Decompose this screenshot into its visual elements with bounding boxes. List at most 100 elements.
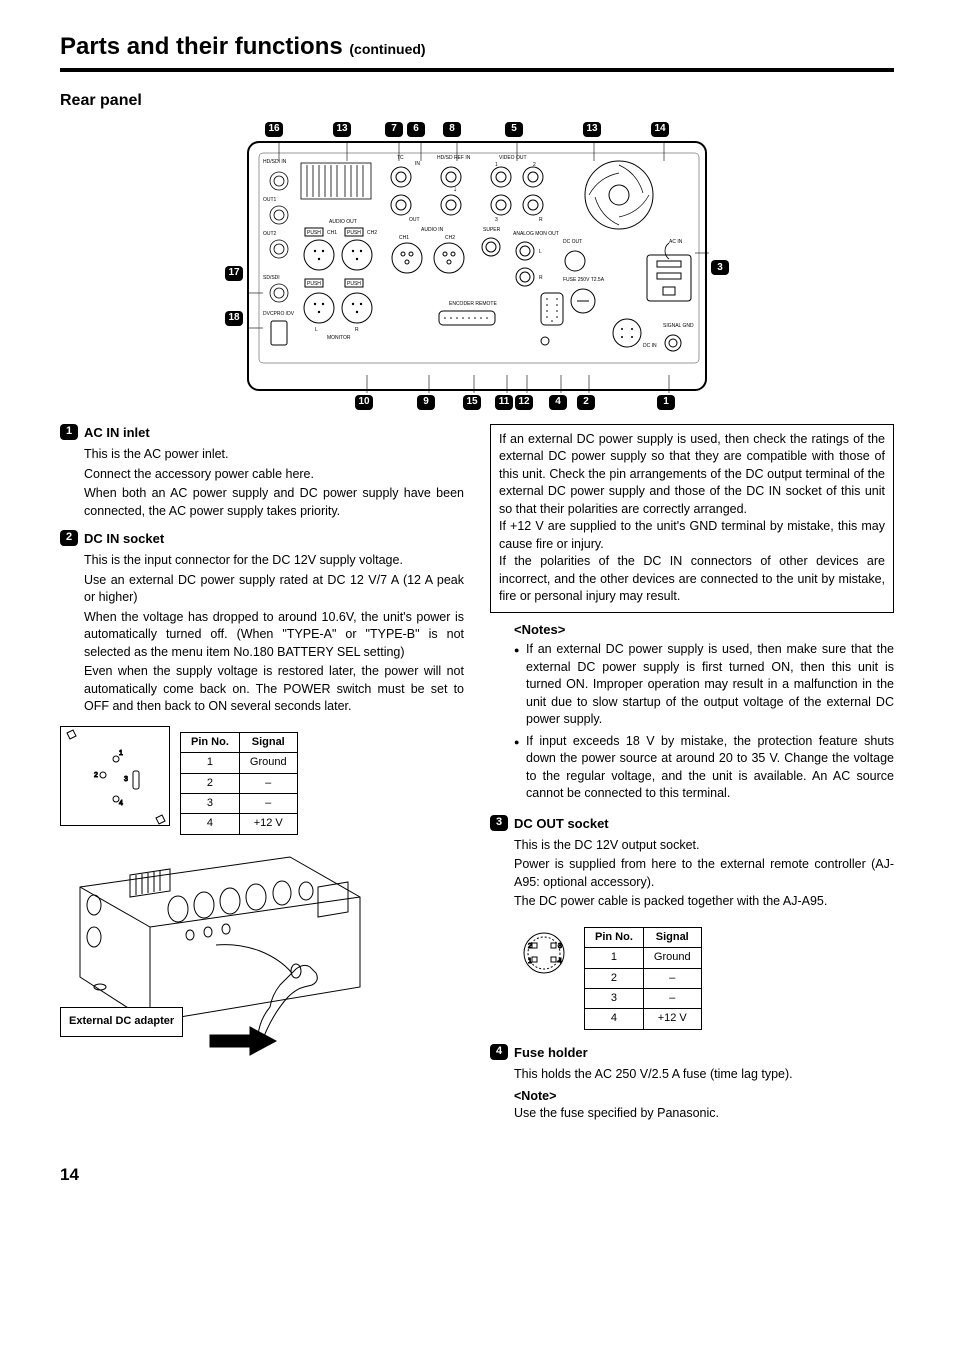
svg-text:L: L <box>315 327 318 333</box>
table-cell: +12 V <box>643 1009 701 1029</box>
svg-text:AUDIO IN: AUDIO IN <box>421 227 444 233</box>
svg-text:ANALOG MON OUT: ANALOG MON OUT <box>513 231 559 237</box>
item-title: AC IN inlet <box>84 424 150 442</box>
notes-heading: <Notes> <box>514 621 894 639</box>
item-number: 3 <box>490 815 508 831</box>
svg-text:IN: IN <box>415 161 420 167</box>
svg-text:PUSH: PUSH <box>307 281 321 287</box>
callout: 9 <box>417 395 435 410</box>
callout: 17 <box>225 266 243 281</box>
svg-text:L: L <box>539 249 542 255</box>
warning-text: If +12 V are supplied to the unit's GND … <box>499 518 885 553</box>
callout: 16 <box>265 122 283 137</box>
svg-text:CH2: CH2 <box>445 235 455 241</box>
item-text: Even when the supply voltage is restored… <box>84 663 464 716</box>
svg-text:4: 4 <box>119 800 123 807</box>
external-dc-label: External DC adapter <box>60 1007 183 1036</box>
svg-text:OUT: OUT <box>409 217 420 223</box>
table-cell: 4 <box>585 1009 644 1029</box>
callout: 18 <box>225 311 243 326</box>
svg-text:R: R <box>355 327 359 333</box>
item-title: DC IN socket <box>84 530 164 548</box>
item-fuse-holder: 4 Fuse holder This holds the AC 250 V/2.… <box>490 1044 894 1123</box>
table-cell: 3 <box>585 989 644 1009</box>
left-column: 1 AC IN inlet This is the AC power inlet… <box>60 424 464 1133</box>
item-number: 2 <box>60 530 78 546</box>
svg-text:3: 3 <box>124 776 128 783</box>
section-title: Rear panel <box>60 90 894 112</box>
warning-text: If the polarities of the DC IN connector… <box>499 553 885 606</box>
note-item: If input exceeds 18 V by mistake, the pr… <box>514 733 894 803</box>
item-dc-out: 3 DC OUT socket This is the DC 12V outpu… <box>490 815 894 911</box>
item-text: When both an AC power supply and DC powe… <box>84 485 464 520</box>
svg-text:R: R <box>539 275 543 281</box>
warning-text: If an external DC power supply is used, … <box>499 431 885 519</box>
item-text: This is the DC 12V output socket. <box>514 837 894 855</box>
item-text: This holds the AC 250 V/2.5 A fuse (time… <box>514 1066 894 1084</box>
table-cell: – <box>239 773 297 793</box>
svg-text:1: 1 <box>528 958 532 965</box>
callout: 13 <box>333 122 351 137</box>
svg-text:CH1: CH1 <box>327 230 337 236</box>
svg-text:OUT2: OUT2 <box>263 231 277 237</box>
callout: 2 <box>577 395 595 410</box>
dc-out-pin-row: 2 3 1 4 Pin No.Signal 1Ground 2– 3– 4+12… <box>514 921 894 1030</box>
callout: 7 <box>385 122 403 137</box>
svg-text:PUSH: PUSH <box>307 230 321 236</box>
svg-text:↓: ↓ <box>453 184 457 193</box>
item-title: Fuse holder <box>514 1044 588 1062</box>
callout: 12 <box>515 395 533 410</box>
callout: 10 <box>355 395 373 410</box>
note-text: Use the fuse specified by Panasonic. <box>514 1105 894 1123</box>
svg-text:MONITOR: MONITOR <box>327 335 351 341</box>
dc-out-pin-table: Pin No.Signal 1Ground 2– 3– 4+12 V <box>584 927 702 1030</box>
dc-in-pin-row: 1 2 4 3 Pin No.Signal 1Ground 2– 3– 4+12… <box>60 726 464 835</box>
svg-text:1: 1 <box>119 750 123 757</box>
callout: 4 <box>549 395 567 410</box>
svg-text:SIGNAL GND: SIGNAL GND <box>663 323 694 329</box>
warning-box: If an external DC power supply is used, … <box>490 424 894 613</box>
table-cell: – <box>239 794 297 814</box>
callout: 13 <box>583 122 601 137</box>
callout: 11 <box>495 395 513 410</box>
table-cell: 4 <box>181 814 240 834</box>
svg-text:ENCODER REMOTE: ENCODER REMOTE <box>449 301 497 307</box>
svg-text:HD/SDI IN: HD/SDI IN <box>263 159 287 165</box>
page-number: 14 <box>60 1163 894 1187</box>
title-main: Parts and their functions <box>60 33 343 60</box>
external-dc-adapter-figure: External DC adapter <box>60 847 390 1057</box>
rear-panel-illustration: HD/SDI IN OUT1 OUT2 SD/SDI DVCPRO /DV <box>247 141 707 391</box>
svg-text:CH2: CH2 <box>367 230 377 236</box>
svg-text:DC IN: DC IN <box>643 343 657 349</box>
callout: 5 <box>505 122 523 137</box>
notes-list: If an external DC power supply is used, … <box>514 641 894 803</box>
note-heading: <Note> <box>514 1088 894 1106</box>
svg-text:AC IN: AC IN <box>669 239 683 245</box>
svg-text:3: 3 <box>495 217 498 223</box>
item-text: Connect the accessory power cable here. <box>84 466 464 484</box>
callout: 14 <box>651 122 669 137</box>
note-item: If an external DC power supply is used, … <box>514 641 894 729</box>
item-text: The DC power cable is packed together wi… <box>514 893 894 911</box>
svg-text:DVCPRO /DV: DVCPRO /DV <box>263 311 295 317</box>
table-header: Signal <box>643 927 701 947</box>
item-number: 1 <box>60 424 78 440</box>
title-continued: (continued) <box>349 41 425 57</box>
dc-in-connector-diagram: 1 2 4 3 <box>60 726 170 826</box>
table-header: Signal <box>239 732 297 752</box>
item-text: This is the AC power inlet. <box>84 446 464 464</box>
item-dc-in: 2 DC IN socket This is the input connect… <box>60 530 464 716</box>
dc-out-connector-diagram: 2 3 1 4 <box>514 921 574 981</box>
svg-text:VIDEO OUT: VIDEO OUT <box>499 155 527 161</box>
item-text: Use an external DC power supply rated at… <box>84 572 464 607</box>
svg-text:DC OUT: DC OUT <box>563 239 582 245</box>
page-title: Parts and their functions (continued) <box>60 30 894 72</box>
table-cell: Ground <box>239 753 297 773</box>
svg-text:PUSH: PUSH <box>347 230 361 236</box>
table-cell: +12 V <box>239 814 297 834</box>
callout: 6 <box>407 122 425 137</box>
callout: 3 <box>711 260 729 275</box>
item-ac-in: 1 AC IN inlet This is the AC power inlet… <box>60 424 464 520</box>
table-cell: – <box>643 968 701 988</box>
svg-text:AUDIO OUT: AUDIO OUT <box>329 219 357 225</box>
